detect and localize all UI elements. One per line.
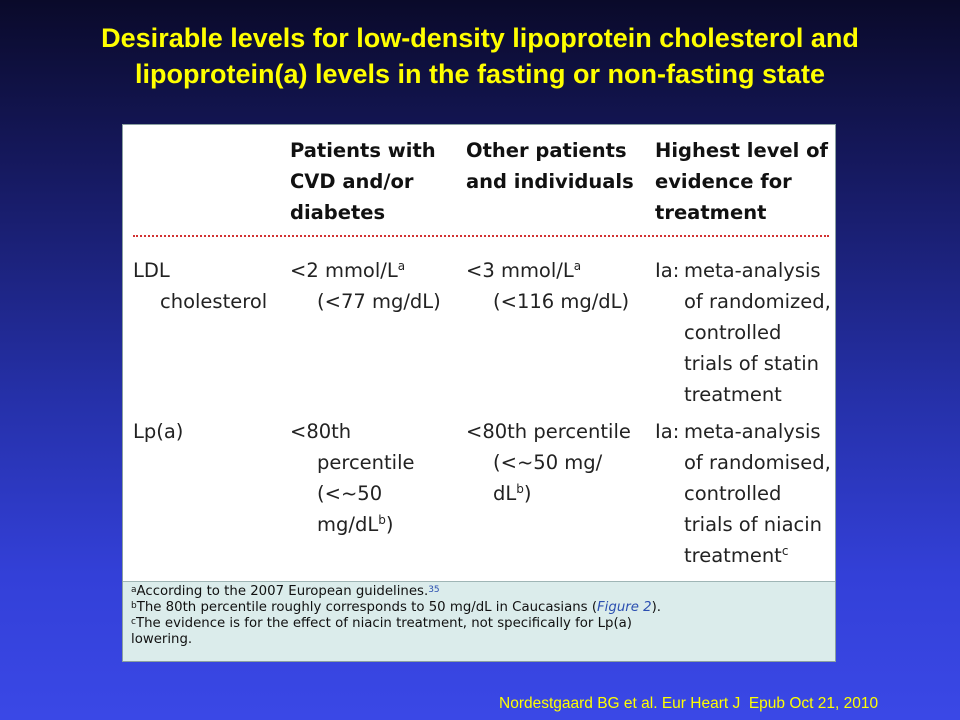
row-lpa-evidence: meta-analysis of randomised, controlled … [684, 416, 831, 571]
row-lpa-label: Lp(a) [133, 416, 183, 447]
row-ldl-evidence-line4: trials of statin [684, 352, 819, 375]
footnote-marker-a: a [397, 259, 406, 273]
slide-title: Desirable levels for low-density lipopro… [0, 20, 960, 92]
row-ldl-evidence: meta-analysis of randomized, controlled … [684, 255, 831, 410]
header-evidence-line1: Highest level of [655, 139, 828, 162]
row-lpa-cvd-line1: <80th [290, 420, 352, 443]
header-cvd-line3: diabetes [290, 201, 386, 224]
row-lpa-cvd-line3: (<~50 [317, 482, 383, 505]
footnote-a: aAccording to the 2007 European guidelin… [131, 584, 440, 599]
row-ldl-evidence-line5: treatment [684, 383, 782, 406]
row-lpa-other-target: <80th percentile (<~50 mg/ dLb) [466, 416, 631, 509]
row-ldl-cvd-target: <2 mmol/La (<77 mg/dL) [290, 255, 441, 317]
reference-link[interactable]: 35 [428, 585, 440, 595]
header-divider [133, 235, 829, 237]
footnote-b: bThe 80th percentile roughly corresponds… [131, 600, 661, 615]
row-lpa-other-line2: (<~50 mg/ [493, 451, 603, 474]
row-lpa-evidence-line3: controlled [684, 482, 782, 505]
row-ldl-evidence-line2: of randomized, [684, 290, 831, 313]
header-other-line1: Other patients [466, 139, 627, 162]
row-lpa-cvd-line2: percentile [317, 451, 415, 474]
guideline-table: Patients with CVD and/or diabetes Other … [122, 124, 836, 662]
row-ldl-label-line2: cholesterol [160, 290, 268, 313]
row-ldl-cvd-line1: <2 mmol/La [290, 259, 406, 282]
row-lpa-cvd-target: <80th percentile (<~50 mg/dLb) [290, 416, 415, 540]
row-ldl-evidence-line3: controlled [684, 321, 782, 344]
header-other-line2: and individuals [466, 170, 634, 193]
row-lpa-evidence-line4: trials of niacin [684, 513, 823, 536]
header-evidence-level: Highest level of evidence for treatment [655, 135, 828, 228]
header-cvd-line1: Patients with [290, 139, 436, 162]
footnote-marker-a: a [573, 259, 582, 273]
row-lpa-evidence-prefix: Ia: [655, 420, 680, 443]
row-ldl-other-target: <3 mmol/La (<116 mg/dL) [466, 255, 629, 317]
footnote-marker-b: b [516, 482, 524, 496]
footnote-marker-b: b [378, 513, 386, 527]
row-ldl-label-line1: LDL [133, 259, 170, 282]
row-ldl-other-line2: (<116 mg/dL) [493, 290, 630, 313]
footnote-c-line2: lowering. [131, 632, 193, 647]
row-ldl-evidence-prefix: Ia: [655, 259, 680, 282]
row-lpa-other-line1: <80th percentile [466, 420, 631, 443]
row-ldl-cvd-line2: (<77 mg/dL) [317, 290, 441, 313]
slide-title-line1: Desirable levels for low-density lipopro… [101, 23, 859, 53]
header-cvd-diabetes: Patients with CVD and/or diabetes [290, 135, 436, 228]
citation: Nordestgaard BG et al. Eur Heart J Epub … [499, 695, 879, 712]
row-lpa-label-line1: Lp(a) [133, 420, 184, 443]
row-ldl-other-line1: <3 mmol/La [466, 259, 582, 282]
row-lpa-other-line3: dLb) [493, 482, 532, 505]
row-lpa-evidence-line2: of randomised, [684, 451, 831, 474]
row-lpa-cvd-line4: mg/dLb) [317, 513, 394, 536]
figure-link[interactable]: Figure 2 [597, 600, 652, 615]
footnote-c: cThe evidence is for the effect of niaci… [131, 616, 632, 631]
row-lpa-evidence-line1: meta-analysis [684, 420, 821, 443]
header-evidence-line2: evidence for [655, 170, 792, 193]
slide-title-line2: lipoprotein(a) levels in the fasting or … [134, 59, 826, 89]
row-ldl-evidence-line1: meta-analysis [684, 259, 821, 282]
header-evidence-line3: treatment [655, 201, 767, 224]
header-other-patients: Other patients and individuals [466, 135, 634, 197]
row-ldl-label: LDL cholesterol [133, 255, 267, 317]
row-lpa-evidence-line5: treatmentc [684, 544, 789, 567]
footnote-marker-c: c [781, 544, 789, 558]
header-cvd-line2: CVD and/or [290, 170, 414, 193]
table-footnotes: aAccording to the 2007 European guidelin… [123, 581, 835, 661]
